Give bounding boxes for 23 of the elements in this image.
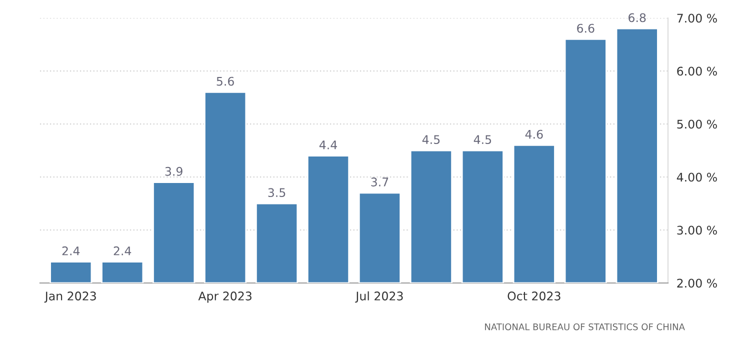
data-label: 3.5 bbox=[268, 188, 286, 198]
data-label: 4.5 bbox=[422, 135, 440, 144]
data-label: 2.4 bbox=[114, 246, 132, 256]
data-label: 3.9 bbox=[165, 166, 182, 176]
y-tick-label: 5.00 % bbox=[677, 120, 717, 129]
data-label: 4.5 bbox=[474, 135, 492, 144]
data-label: 3.7 bbox=[371, 178, 388, 186]
y-tick-label: 7.00 % bbox=[677, 14, 717, 23]
data-label: 2.4 bbox=[62, 246, 80, 256]
data-label: 4.6 bbox=[525, 130, 543, 139]
y-tick-label: 4.00 % bbox=[676, 172, 717, 182]
y-tick-label: 6.00 % bbox=[677, 66, 717, 76]
x-tick-label: Jul 2023 bbox=[355, 291, 403, 303]
x-tick-label: Apr 2023 bbox=[198, 292, 252, 303]
text: NATIONAL BUREAU OF STATISTICS OF CHINA bbox=[485, 323, 685, 330]
y-tick-label: 2.00 % bbox=[677, 278, 717, 288]
data-label: 6.6 bbox=[577, 24, 594, 33]
data-label: 5.6 bbox=[216, 76, 234, 86]
x-tick-label: Oct 2023 bbox=[508, 292, 560, 300]
y-tick-label: 3.00 % bbox=[677, 226, 717, 235]
data-label: 4.4 bbox=[319, 140, 337, 150]
data-label: 6.8 bbox=[628, 13, 646, 22]
x-tick-label: Jan 2023 bbox=[44, 292, 96, 303]
